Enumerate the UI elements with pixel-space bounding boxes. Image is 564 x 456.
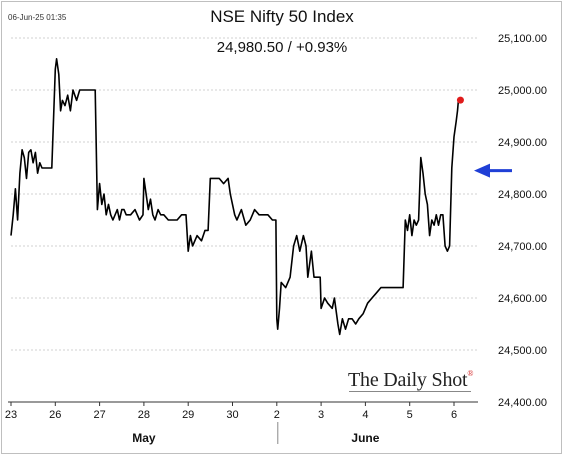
- y-tick-label: 24,800.00: [498, 189, 547, 201]
- x-tick-label: 5: [407, 409, 413, 421]
- timestamp: 06-Jun-25 01:35: [8, 13, 67, 22]
- x-tick-label: 6: [451, 409, 457, 421]
- y-tick-label: 25,000.00: [498, 85, 547, 97]
- series-layer: [10, 58, 460, 336]
- y-tick-label: 24,900.00: [498, 137, 547, 149]
- x-tick-label: 28: [138, 409, 150, 421]
- x-tick-label: 29: [182, 409, 194, 421]
- y-tick-label: 25,100.00: [498, 33, 547, 45]
- logo-text: The Daily Shot: [348, 369, 468, 391]
- x-tick-label: 26: [49, 409, 61, 421]
- markers: [456, 96, 512, 178]
- chart-subtitle: 24,980.50 / +0.93%: [216, 39, 348, 56]
- x-tick-label: 4: [362, 409, 368, 421]
- y-tick-label: 24,400.00: [498, 397, 547, 409]
- x-tick-label: 30: [226, 409, 238, 421]
- y-tick-label: 24,600.00: [498, 293, 547, 305]
- x-tick-label: 27: [93, 409, 105, 421]
- y-tick-label: 24,500.00: [498, 345, 547, 357]
- month-label: June: [351, 431, 379, 445]
- logo-underline: [349, 391, 471, 392]
- x-tick-label: 2: [274, 409, 280, 421]
- daily-shot-logo: The Daily Shot®: [348, 369, 474, 392]
- y-tick-label: 24,700.00: [498, 241, 547, 253]
- logo-mark: ®: [467, 369, 474, 378]
- chart-title: NSE Nifty 50 Index: [210, 7, 354, 26]
- gridlines: [11, 37, 478, 351]
- last-value-point: [456, 96, 464, 104]
- month-label: May: [132, 431, 156, 445]
- x-tick-label: 23: [5, 409, 17, 421]
- series-line: [10, 58, 460, 336]
- axes: 24,400.00 24,500.00 24,600.00 24,700.00 24,8…: [5, 33, 547, 445]
- x-tick-label: 3: [318, 409, 324, 421]
- arrow-head-icon: [474, 163, 490, 178]
